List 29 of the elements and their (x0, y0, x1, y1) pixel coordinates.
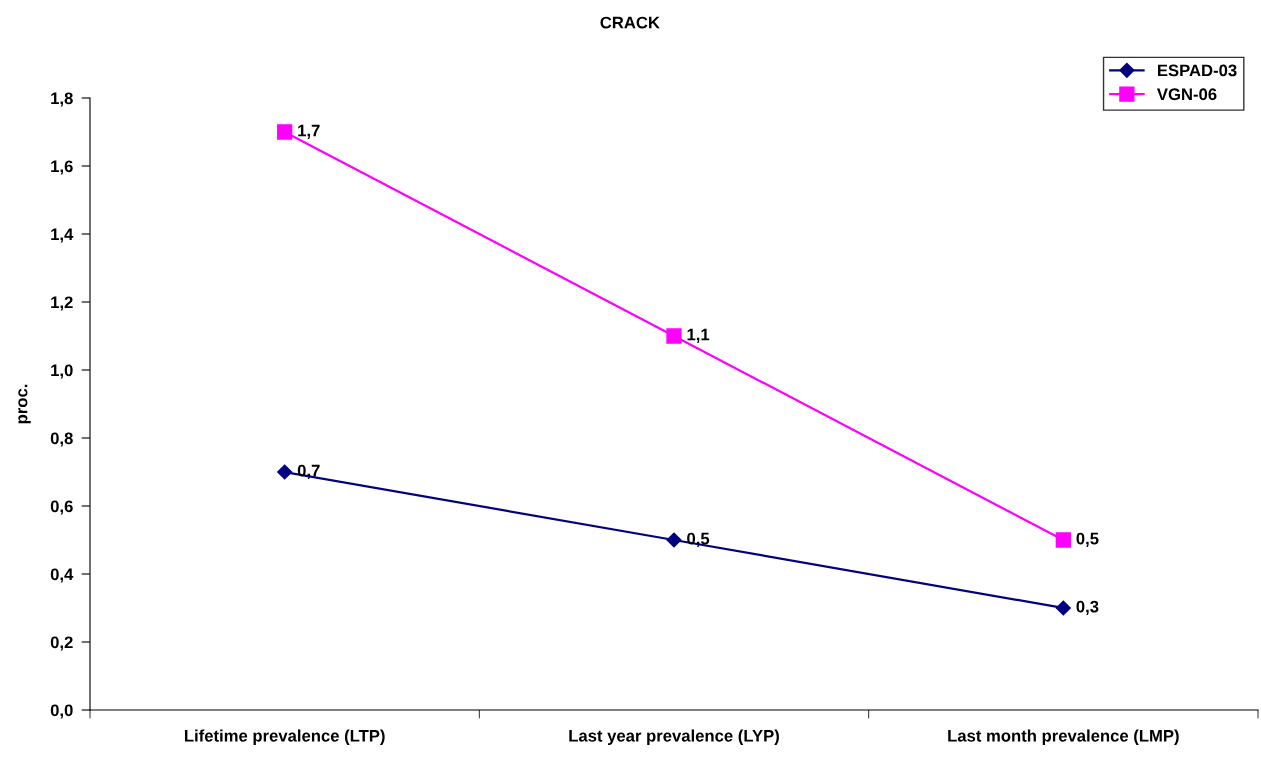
data-label: 0,5 (687, 532, 710, 547)
legend-label: ESPAD-03 (1157, 64, 1237, 77)
data-label: 0,3 (1076, 600, 1099, 615)
point (1055, 532, 1071, 548)
x-tick-label: Lifetime prevalence (LTP) (184, 729, 385, 745)
data-label: 0,5 (1076, 532, 1099, 547)
point (666, 532, 682, 548)
point (666, 328, 682, 344)
y-tick-label: 0,0 (50, 704, 73, 719)
x-tick-label: Last month prevalence (LMP) (948, 729, 1179, 745)
y-axis-title: proc. (18, 384, 31, 424)
data-label: 1,1 (687, 328, 710, 343)
y-tick-label: 0,8 (50, 432, 73, 447)
point (1055, 600, 1071, 616)
y-tick-label: 1,8 (51, 92, 73, 107)
y-tick-label: 1,0 (51, 364, 73, 379)
data-label: 1,7 (298, 124, 320, 139)
data-label: 0,7 (297, 464, 320, 479)
y-tick-label: 1,2 (51, 296, 73, 311)
point (277, 124, 293, 140)
x-tick-label: Last year prevalence (LYP) (569, 729, 779, 745)
y-tick-label: 0,4 (50, 568, 74, 583)
y-tick-label: 1,4 (51, 228, 74, 243)
chart-title: CRACK (600, 16, 660, 29)
legend-label: VGN-06 (1156, 88, 1217, 101)
y-tick-label: 1,6 (51, 160, 73, 175)
point (277, 464, 293, 480)
y-tick-label: 0,6 (50, 500, 73, 515)
y-tick-label: 0,2 (50, 636, 73, 651)
